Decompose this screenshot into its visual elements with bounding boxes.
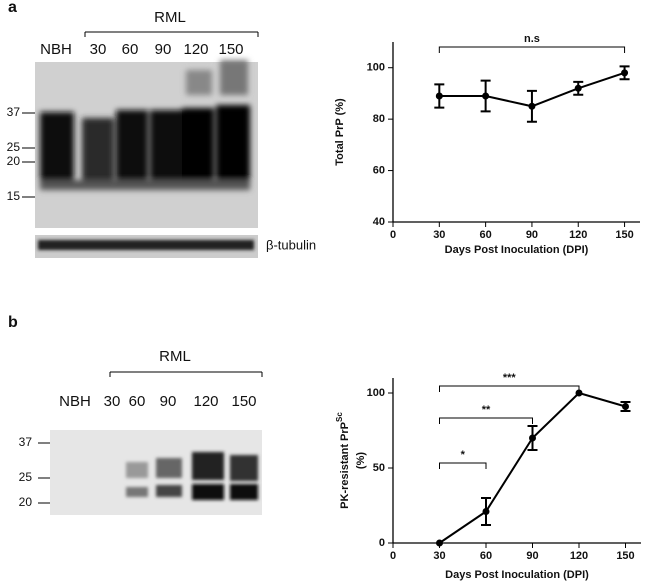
- point: [621, 69, 629, 77]
- blot-b: [38, 371, 263, 515]
- marker-label: 20: [19, 495, 33, 509]
- bracket: [439, 385, 580, 392]
- marker-label: 37: [7, 105, 21, 119]
- panel-label: b: [8, 314, 18, 331]
- x-tick-label: 30: [433, 229, 445, 241]
- lane-label: 120: [183, 41, 208, 58]
- blot-a-labels: RML NBH 30 60 90 120 150 37 25 20 15 β-t…: [7, 9, 316, 252]
- x-tick-label: 0: [390, 550, 396, 562]
- blot-a: [22, 31, 259, 258]
- lane-label: 90: [155, 41, 172, 58]
- lane-label: 60: [129, 393, 146, 410]
- marker-label: 37: [19, 435, 33, 449]
- point: [574, 84, 582, 92]
- lane-label: 90: [160, 393, 177, 410]
- x-tick-label: 90: [526, 229, 538, 241]
- lane-label: 30: [90, 41, 107, 58]
- lane-label: NBH: [40, 41, 72, 58]
- bracket: [439, 462, 487, 469]
- point: [528, 102, 536, 110]
- bracket-label: ***: [503, 372, 517, 384]
- x-axis-title: Days Post Inoculation (DPI): [445, 569, 589, 581]
- bracket-label: *: [461, 449, 466, 461]
- point: [482, 92, 490, 100]
- point: [575, 389, 583, 397]
- y-axis-title-main: PK-resistant PrP: [339, 422, 351, 509]
- x-axis-title: Days Post Inoculation (DPI): [445, 244, 589, 256]
- y-axis-title: PK-resistant PrPSc: [335, 412, 351, 509]
- y-tick-label: 80: [373, 113, 385, 125]
- x-tick-label: 0: [390, 229, 396, 241]
- lane-label: 150: [231, 393, 256, 410]
- lane-label: 120: [193, 393, 218, 410]
- marker-label: 25: [7, 140, 21, 154]
- group-label: RML: [159, 348, 191, 365]
- x-tick-label: 90: [526, 550, 538, 562]
- bracket-label: **: [482, 404, 491, 416]
- x-tick-label: 150: [615, 229, 633, 241]
- loading-control-label: β-tubulin: [266, 237, 316, 252]
- x-tick-label: 60: [480, 229, 492, 241]
- marker-label: 15: [7, 189, 21, 203]
- x-tick-label: 120: [569, 229, 587, 241]
- bracket-label: n.s: [524, 33, 540, 45]
- group-label: RML: [154, 9, 186, 26]
- marker-label: 25: [19, 470, 33, 484]
- marker-label: 20: [7, 154, 21, 168]
- lane-label: 60: [122, 41, 139, 58]
- y-axis-title-unit: (%): [355, 452, 367, 469]
- y-axis-title-sup: Sc: [335, 412, 344, 422]
- y-tick-label: 100: [367, 62, 385, 74]
- panel-label: a: [8, 0, 17, 16]
- point: [482, 508, 490, 515]
- y-tick-label: 50: [373, 462, 385, 474]
- point: [622, 403, 629, 410]
- x-tick-label: 30: [433, 550, 445, 562]
- lane-label: 150: [218, 41, 243, 58]
- y-tick-label: 60: [373, 164, 385, 176]
- point: [435, 92, 443, 100]
- point: [529, 434, 536, 442]
- x-tick-label: 150: [616, 550, 634, 562]
- point: [436, 539, 443, 547]
- lane-label: NBH: [59, 393, 91, 410]
- bracket: [438, 46, 626, 53]
- blot-b-labels: RML NBH 30 60 90 120 150 37 25 20: [19, 348, 257, 509]
- y-tick-label: 40: [373, 216, 385, 228]
- y-tick-label: 0: [379, 537, 385, 549]
- x-tick-label: 60: [480, 550, 492, 562]
- series-line: [438, 391, 626, 544]
- y-tick-label: 100: [367, 387, 385, 399]
- y-axis-title: Total PrP (%): [334, 98, 346, 166]
- bracket: [439, 417, 533, 424]
- lane-label: 30: [104, 393, 121, 410]
- x-tick-label: 120: [570, 550, 588, 562]
